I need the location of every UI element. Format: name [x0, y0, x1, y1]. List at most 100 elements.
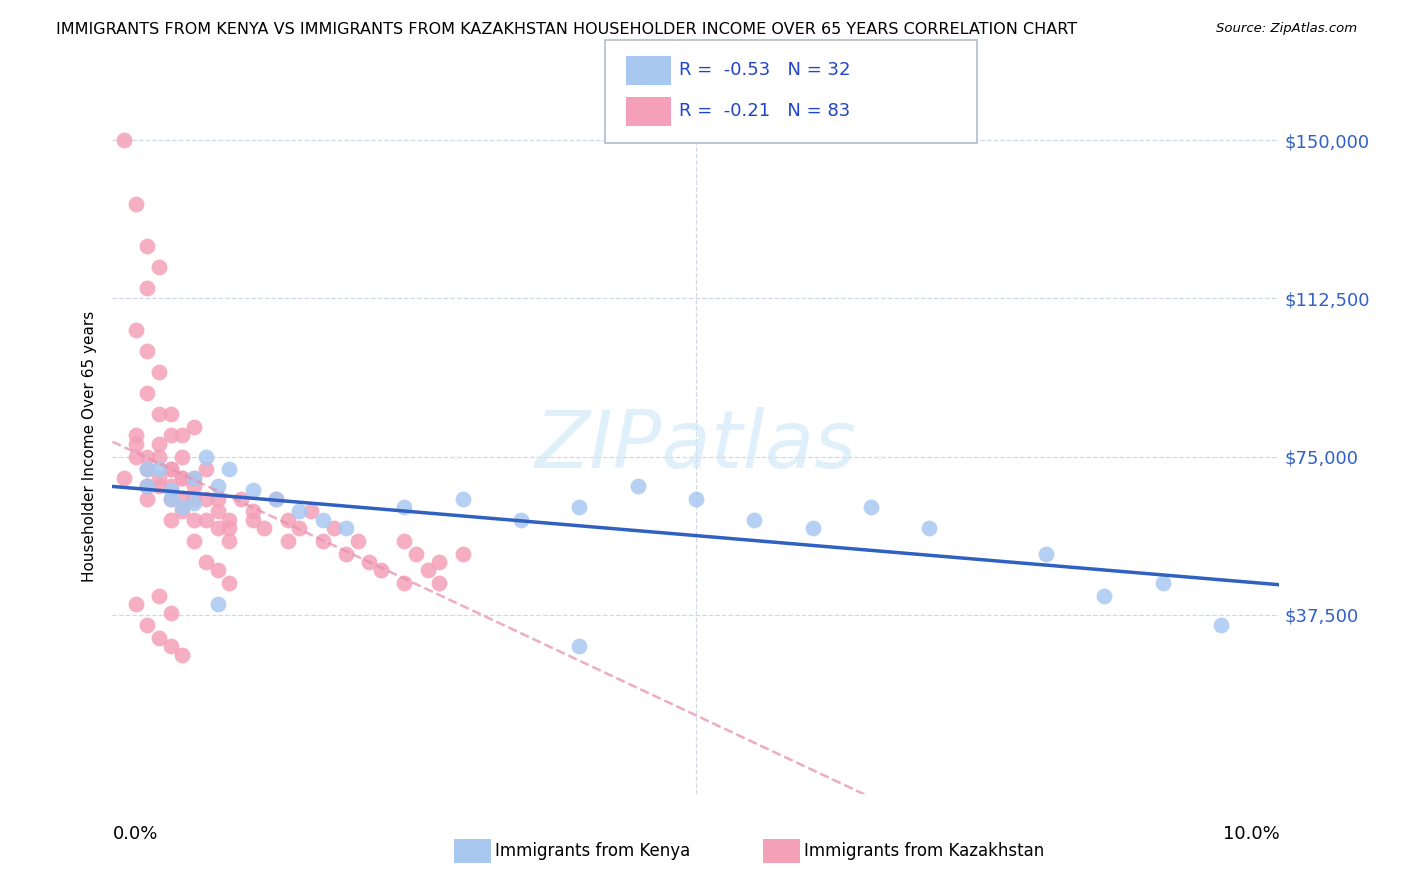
- Point: [276, 513, 298, 527]
- Text: Immigrants from Kenya: Immigrants from Kenya: [495, 842, 690, 860]
- Text: Source: ZipAtlas.com: Source: ZipAtlas.com: [1216, 22, 1357, 36]
- Point: [136, 344, 159, 359]
- Point: [136, 618, 159, 632]
- Point: [229, 491, 252, 506]
- Point: [218, 513, 240, 527]
- Point: [207, 479, 229, 493]
- Point: [183, 470, 205, 484]
- Point: [148, 589, 170, 603]
- Point: [160, 491, 183, 506]
- Point: [427, 555, 450, 569]
- Point: [207, 491, 229, 506]
- Point: [125, 428, 148, 442]
- Point: [125, 196, 148, 211]
- Point: [323, 521, 346, 535]
- Point: [742, 513, 765, 527]
- Point: [242, 483, 264, 498]
- Point: [125, 323, 148, 337]
- Point: [148, 479, 170, 493]
- Point: [427, 576, 450, 591]
- Point: [451, 491, 474, 506]
- Point: [242, 513, 264, 527]
- Point: [194, 513, 217, 527]
- Point: [136, 450, 159, 464]
- Point: [125, 450, 148, 464]
- Point: [172, 450, 194, 464]
- Point: [172, 470, 194, 484]
- Point: [218, 462, 240, 476]
- Point: [299, 504, 322, 518]
- Point: [1152, 576, 1174, 591]
- Point: [218, 521, 240, 535]
- Point: [392, 533, 416, 548]
- Point: [136, 462, 159, 476]
- Point: [918, 521, 941, 535]
- Point: [160, 462, 183, 476]
- Point: [1035, 547, 1057, 561]
- Point: [160, 606, 183, 620]
- Point: [207, 563, 229, 577]
- Point: [148, 462, 170, 476]
- Point: [172, 491, 194, 506]
- Point: [288, 504, 311, 518]
- Point: [136, 479, 159, 493]
- Text: 0.0%: 0.0%: [112, 825, 157, 843]
- Point: [311, 533, 333, 548]
- Point: [160, 513, 183, 527]
- Point: [160, 640, 183, 654]
- Text: 10.0%: 10.0%: [1223, 825, 1279, 843]
- Point: [242, 504, 264, 518]
- Point: [183, 513, 205, 527]
- Point: [172, 648, 194, 662]
- Point: [136, 386, 159, 401]
- Text: IMMIGRANTS FROM KENYA VS IMMIGRANTS FROM KAZAKHSTAN HOUSEHOLDER INCOME OVER 65 Y: IMMIGRANTS FROM KENYA VS IMMIGRANTS FROM…: [56, 22, 1077, 37]
- Point: [183, 479, 205, 493]
- Point: [218, 533, 240, 548]
- Point: [194, 462, 217, 476]
- Point: [264, 491, 287, 506]
- Point: [194, 491, 217, 506]
- Y-axis label: Householder Income Over 65 years: Householder Income Over 65 years: [82, 310, 97, 582]
- Point: [685, 491, 707, 506]
- Point: [194, 450, 217, 464]
- Text: Immigrants from Kazakhstan: Immigrants from Kazakhstan: [804, 842, 1045, 860]
- Point: [335, 521, 357, 535]
- Point: [207, 504, 229, 518]
- Point: [416, 563, 439, 577]
- Point: [125, 437, 148, 451]
- Point: [160, 483, 183, 498]
- Point: [207, 597, 229, 611]
- Point: [207, 521, 229, 535]
- Point: [218, 576, 240, 591]
- Point: [346, 533, 368, 548]
- Point: [859, 500, 883, 515]
- Point: [160, 462, 183, 476]
- Point: [626, 479, 648, 493]
- Point: [568, 640, 591, 654]
- Point: [335, 547, 357, 561]
- Point: [112, 133, 135, 147]
- Point: [136, 281, 159, 295]
- Point: [183, 491, 205, 506]
- Point: [194, 555, 217, 569]
- Text: R =  -0.21   N = 83: R = -0.21 N = 83: [679, 103, 851, 120]
- Point: [276, 533, 298, 548]
- Point: [392, 500, 416, 515]
- Point: [801, 521, 824, 535]
- Point: [160, 479, 183, 493]
- Point: [1209, 618, 1232, 632]
- Point: [112, 470, 135, 484]
- Point: [148, 437, 170, 451]
- Point: [311, 513, 333, 527]
- Point: [148, 408, 170, 422]
- Point: [509, 513, 531, 527]
- Point: [359, 555, 381, 569]
- Point: [405, 547, 427, 561]
- Point: [148, 260, 170, 274]
- Point: [148, 365, 170, 379]
- Point: [136, 462, 159, 476]
- Point: [136, 491, 159, 506]
- Point: [183, 533, 205, 548]
- Text: ZIPatlas: ZIPatlas: [534, 407, 858, 485]
- Point: [172, 470, 194, 484]
